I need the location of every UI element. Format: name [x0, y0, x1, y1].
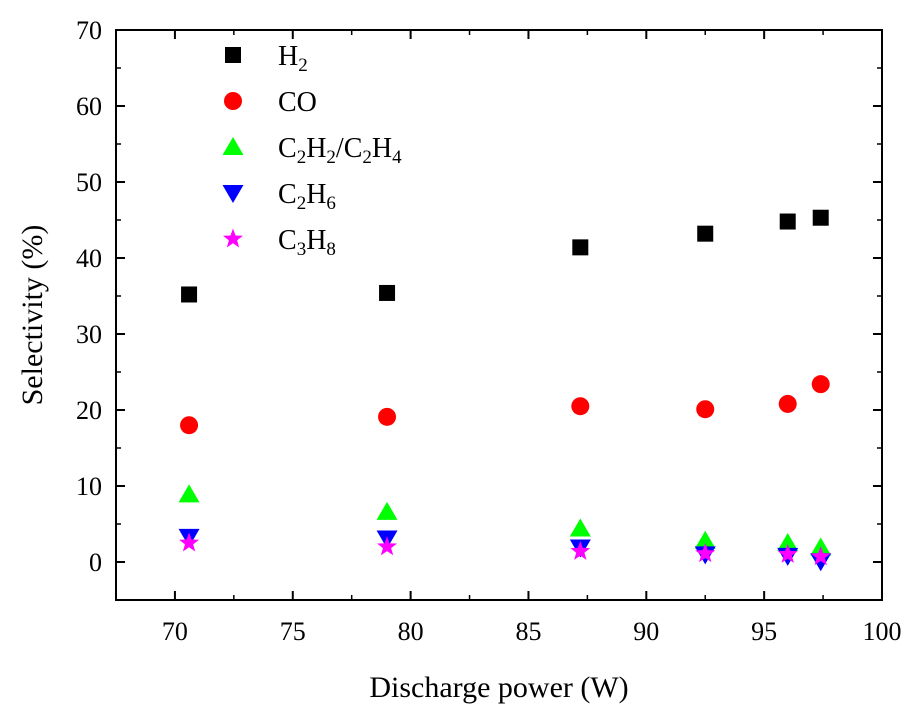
legend-marker [222, 137, 244, 155]
y-tick-label: 30 [76, 320, 102, 349]
data-point [812, 209, 829, 226]
legend-marker [222, 185, 244, 203]
x-axis-title: Discharge power (W) [369, 671, 628, 704]
legend-label: CO [278, 87, 317, 118]
data-point [779, 213, 796, 230]
data-point [777, 543, 798, 563]
data-point [778, 394, 797, 413]
data-point [379, 284, 396, 301]
y-tick-label: 40 [76, 244, 102, 273]
axis-ticks [115, 29, 883, 601]
data-marks [178, 209, 832, 572]
x-tick-label: 100 [863, 617, 902, 646]
series-c2h2-c2h4 [178, 484, 832, 556]
data-point [695, 543, 716, 563]
series-c2h6 [178, 528, 832, 572]
x-tick-label: 80 [398, 617, 424, 646]
data-point [181, 286, 198, 303]
x-tick-label: 75 [280, 617, 306, 646]
legend-marker [223, 228, 243, 248]
data-point [569, 518, 591, 537]
legend: H2 CO C2H2/C2H4 C2H6 C3H8 [222, 41, 402, 260]
data-point [571, 397, 590, 416]
data-point [777, 533, 799, 551]
data-point [178, 484, 200, 503]
data-point [810, 546, 831, 566]
legend-label: C2H2/C2H4 [278, 133, 402, 168]
legend-label: C3H8 [278, 225, 336, 260]
data-point [376, 501, 398, 520]
y-tick-label: 0 [89, 548, 102, 577]
data-point [180, 416, 199, 435]
legend-marker [225, 47, 241, 63]
plot-frame [115, 29, 883, 601]
series-h2 [181, 209, 829, 303]
legend-label: H2 [278, 41, 308, 76]
series-c3h8 [179, 532, 831, 566]
data-point [811, 375, 830, 394]
data-point [696, 400, 715, 419]
series-co [180, 375, 830, 435]
data-point [572, 239, 589, 256]
data-point [570, 540, 591, 560]
y-axis-title: Selectivity (%) [16, 225, 49, 406]
tick-labels: 70 75 80 85 90 95 100 0 10 20 30 40 50 60 70 [76, 16, 902, 646]
legend-marker [224, 92, 242, 110]
x-tick-label: 90 [633, 617, 659, 646]
y-tick-label: 20 [76, 396, 102, 425]
data-point [810, 553, 832, 572]
y-tick-label: 50 [76, 168, 102, 197]
data-point [377, 536, 398, 556]
data-point [697, 225, 714, 242]
data-point [694, 530, 716, 549]
x-tick-label: 70 [162, 617, 188, 646]
y-tick-label: 60 [76, 92, 102, 121]
data-point [179, 532, 200, 552]
legend-label: C2H6 [278, 179, 336, 214]
data-point [378, 407, 397, 426]
y-tick-label: 70 [76, 16, 102, 45]
x-tick-label: 85 [515, 617, 541, 646]
y-tick-label: 10 [76, 472, 102, 501]
x-tick-label: 95 [751, 617, 777, 646]
